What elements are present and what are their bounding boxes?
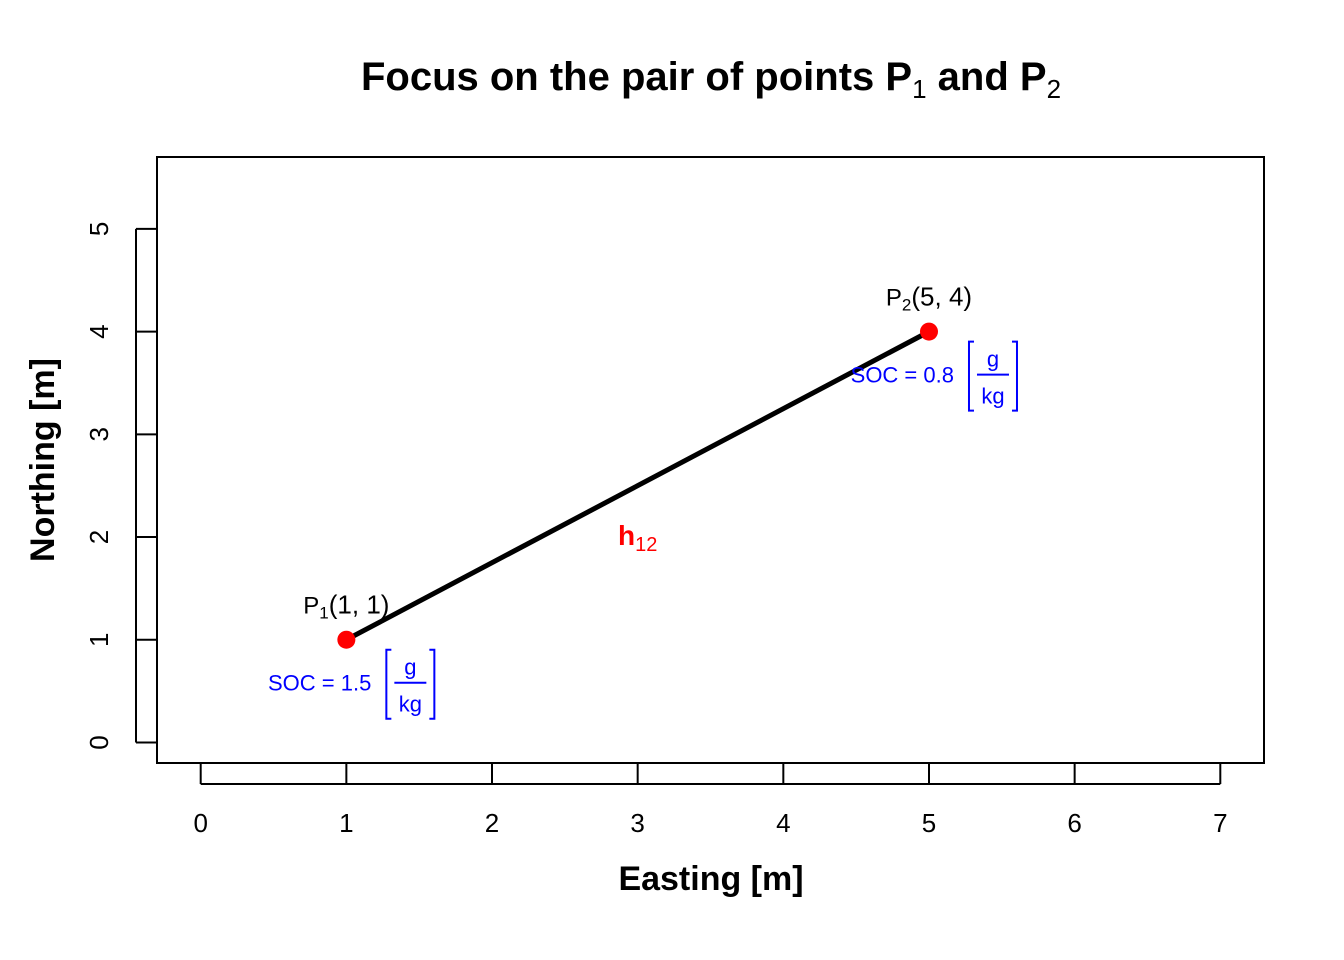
soc-label-p2: SOC = 0.8 g kg [851,340,1018,412]
y-axis: 0 1 2 3 4 5 [84,222,157,750]
y-tick-label: 4 [84,324,114,338]
unit-numerator: g [987,347,999,372]
y-tick-label: 2 [84,530,114,544]
point-p1 [337,630,356,649]
point-label-letter: P [303,593,319,620]
x-tick-label: 0 [193,808,207,838]
x-tick-label: 1 [339,808,353,838]
chart-title-prefix: Focus on the pair of points [361,55,885,99]
y-tick-label: 1 [84,633,114,647]
point-label-sub: 2 [902,296,911,315]
chart-title-p2-sub: 2 [1047,74,1061,104]
y-tick-label: 0 [84,735,114,749]
unit-denominator: kg [981,384,1004,409]
chart-title-p1: P [885,55,912,99]
left-bracket [967,340,974,412]
point-label-p1: P1(1, 1) [303,590,389,623]
x-tick-label: 4 [776,808,790,838]
segment-label-main: h [618,520,635,551]
x-tick-label: 2 [485,808,499,838]
point-label-sub: 1 [319,604,328,623]
distance-segment [345,329,931,642]
x-axis-title: Easting [m] [618,860,803,898]
y-tick-label: 3 [84,427,114,441]
y-axis-title: Northing [m] [24,358,62,562]
soc-label-p1: SOC = 1.5 g kg [268,648,436,720]
point-label-coords: (1, 1) [329,590,390,620]
x-axis: 0 1 2 3 4 5 6 7 [193,763,1228,838]
x-tick-label: 6 [1067,808,1081,838]
chart-title: Focus on the pair of points P1 and P2 [361,55,1061,104]
segment-label-sub: 12 [635,534,657,556]
point-label-coords: (5, 4) [911,282,972,312]
soc-text: SOC = 0.8 [851,363,954,388]
y-tick-label: 5 [84,222,114,236]
x-tick-label: 3 [630,808,644,838]
point-p2 [919,322,938,341]
unit-denominator: kg [399,692,422,717]
right-bracket [429,648,436,720]
chart-title-mid: and [927,55,1020,99]
chart-title-p1-sub: 1 [912,74,926,104]
left-bracket [385,648,392,720]
plot-box [156,156,1265,764]
point-label-p2: P2(5, 4) [886,282,972,315]
soc-text: SOC = 1.5 [268,671,371,696]
point-label-letter: P [886,285,902,312]
chart-title-p2: P [1020,55,1047,99]
segment-label: h12 [618,520,657,556]
unit-numerator: g [404,655,416,680]
x-tick-label: 7 [1213,808,1227,838]
right-bracket [1011,340,1018,412]
x-tick-label: 5 [922,808,936,838]
